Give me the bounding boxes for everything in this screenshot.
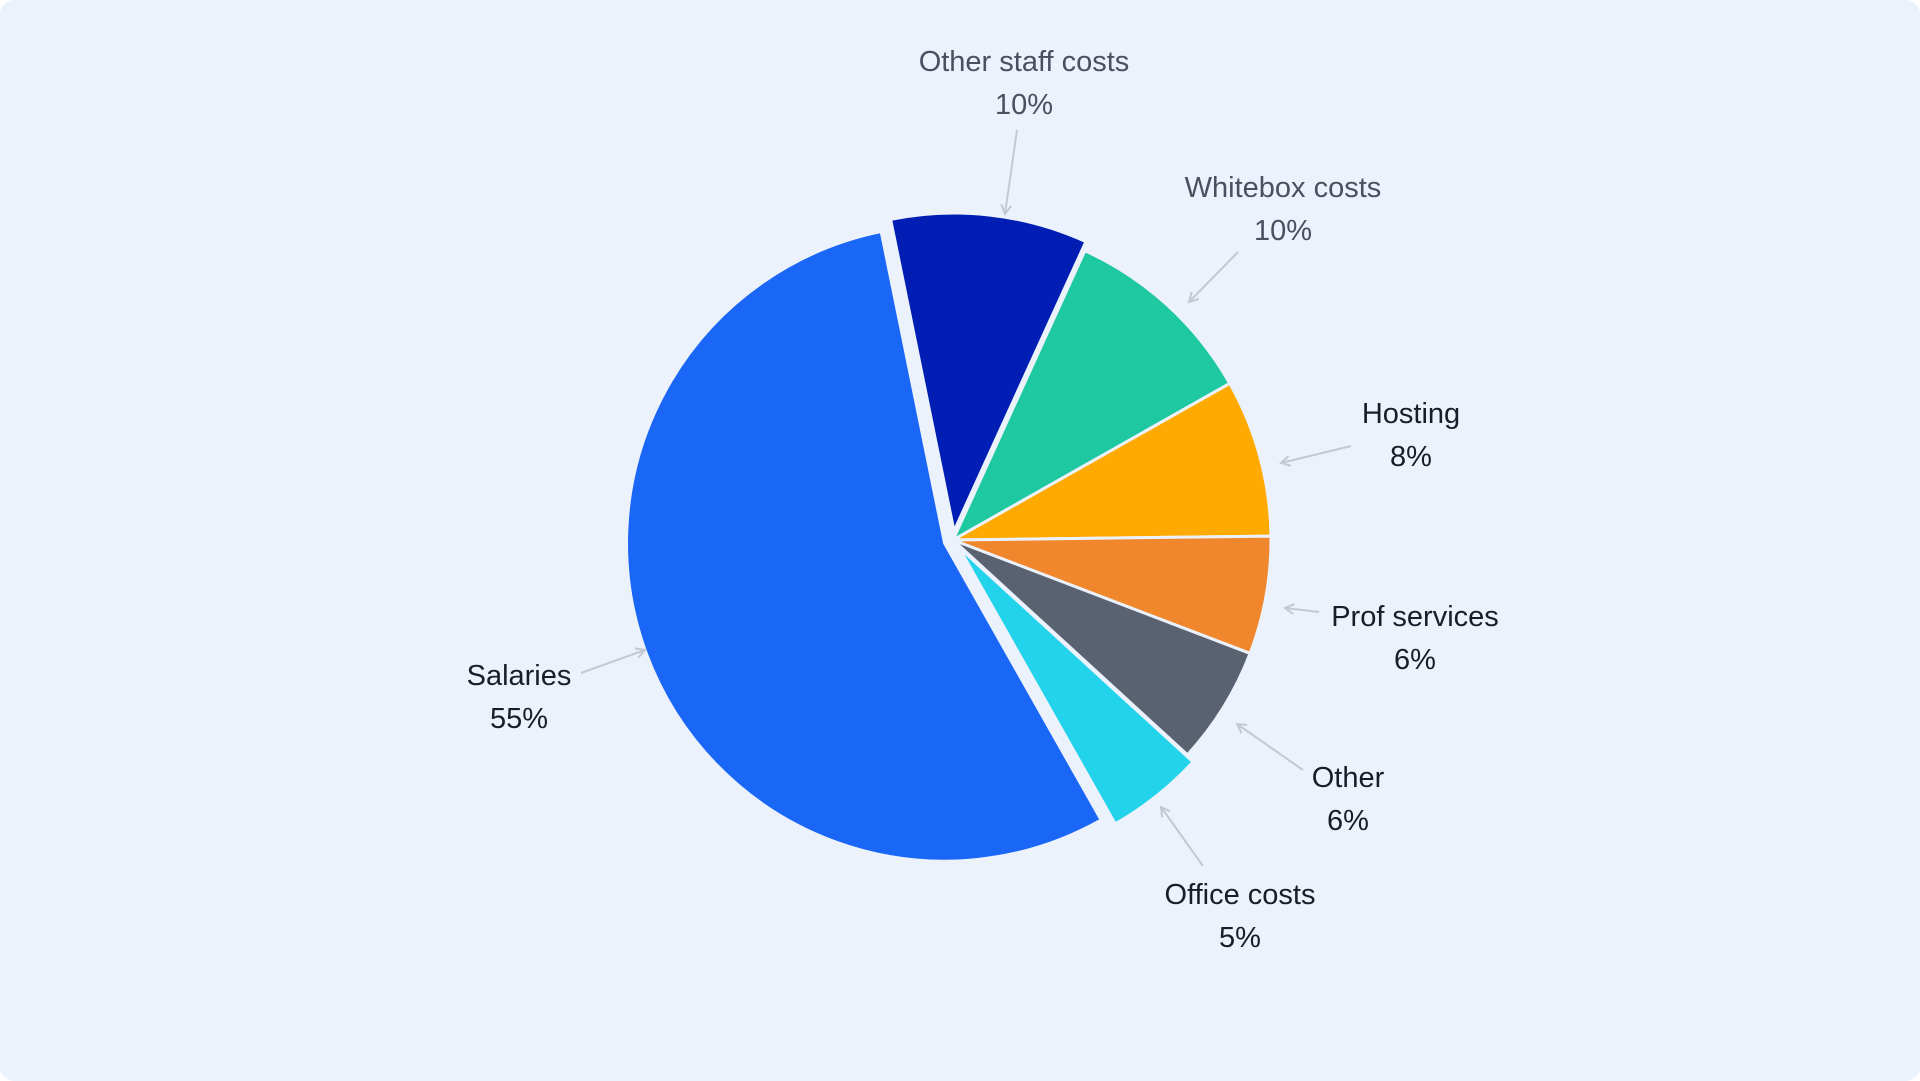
slice-label-office-costs: Office costs bbox=[1165, 879, 1316, 911]
slice-label-hosting: Hosting bbox=[1362, 398, 1460, 430]
pie-slice-hosting bbox=[951, 381, 1273, 542]
pie-slices bbox=[625, 211, 1273, 863]
pie-slice-prof-services bbox=[951, 534, 1273, 655]
slice-label-other: Other bbox=[1312, 762, 1385, 794]
slice-label-salaries: Salaries bbox=[467, 660, 572, 692]
slice-percent-salaries: 55% bbox=[490, 703, 548, 735]
leader-line-other-staff-costs bbox=[1005, 129, 1018, 214]
slice-percent-whitebox-costs: 10% bbox=[1254, 215, 1312, 247]
slice-labels: Other staff costs 10% Whitebox costs 10% Hos… bbox=[467, 46, 1499, 954]
leader-line-salaries bbox=[580, 650, 645, 674]
slice-percent-hosting: 8% bbox=[1390, 441, 1432, 473]
leader-line-office-costs bbox=[1161, 807, 1204, 867]
slice-label-whitebox-costs: Whitebox costs bbox=[1185, 172, 1382, 204]
leader-line-prof-services bbox=[1285, 608, 1320, 612]
pie-slice-other bbox=[951, 538, 1252, 757]
slice-percent-prof-services: 6% bbox=[1394, 644, 1436, 676]
slice-label-other-staff-costs: Other staff costs bbox=[919, 46, 1130, 78]
slice-percent-other: 6% bbox=[1327, 805, 1369, 837]
pie-slice-other-staff-costs bbox=[889, 211, 1088, 533]
pie-slice-office-costs bbox=[957, 545, 1195, 826]
slice-percent-office-costs: 5% bbox=[1219, 922, 1261, 954]
leader-line-other bbox=[1237, 724, 1304, 771]
pie-slice-whitebox-costs bbox=[951, 249, 1232, 542]
slice-label-prof-services: Prof services bbox=[1331, 601, 1499, 633]
slice-percent-other-staff-costs: 10% bbox=[995, 89, 1053, 121]
leader-line-whitebox-costs bbox=[1189, 251, 1239, 302]
leader-line-hosting bbox=[1281, 445, 1352, 463]
leader-lines bbox=[580, 129, 1352, 867]
